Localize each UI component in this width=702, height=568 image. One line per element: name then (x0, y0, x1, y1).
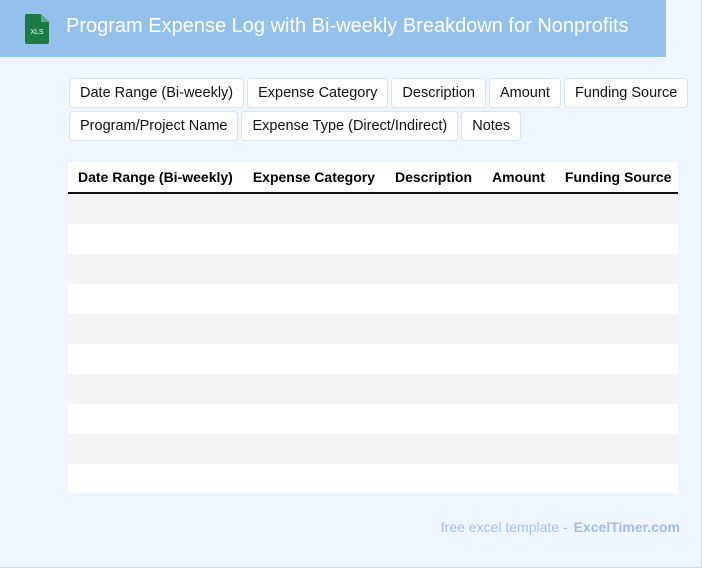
title-bar: XLS Program Expense Log with Bi-weekly B… (0, 0, 666, 57)
table-cell[interactable] (242, 224, 385, 254)
expense-table[interactable]: Date Range (Bi-weekly) Expense Category De… (68, 162, 678, 493)
column-tag[interactable]: Description (391, 78, 486, 108)
table-row (68, 344, 678, 374)
table-cell[interactable] (554, 404, 678, 434)
table-cell[interactable] (482, 314, 555, 344)
table-cell[interactable] (68, 374, 243, 404)
table-cell[interactable] (68, 314, 243, 344)
column-tag[interactable]: Funding Source (563, 78, 689, 108)
table-row (68, 464, 678, 493)
table-cell[interactable] (242, 284, 385, 314)
table-row (68, 434, 678, 464)
table-row (68, 314, 678, 344)
svg-text:XLS: XLS (30, 29, 44, 36)
table-cell[interactable] (385, 254, 483, 284)
table-cell[interactable] (68, 254, 243, 284)
table-cell[interactable] (482, 254, 555, 284)
table-cell[interactable] (482, 464, 555, 493)
column-tag[interactable]: Program/Project Name (69, 111, 239, 141)
footer: free excel template - ExcelTimer.com (441, 519, 680, 535)
column-header[interactable]: Expense Category (242, 162, 385, 194)
column-tag[interactable]: Date Range (Bi-weekly) (69, 78, 245, 108)
table-cell[interactable] (68, 224, 243, 254)
table-cell[interactable] (242, 193, 385, 224)
table-cell[interactable] (385, 224, 483, 254)
column-header[interactable]: Description (385, 162, 483, 194)
table-row (68, 374, 678, 404)
table-row (68, 404, 678, 434)
table-cell[interactable] (554, 284, 678, 314)
table-cell[interactable] (242, 344, 385, 374)
column-tags: Date Range (Bi-weekly) Expense Category De… (69, 78, 699, 141)
table-cell[interactable] (385, 193, 483, 224)
column-tag[interactable]: Notes (461, 111, 522, 141)
table-cell[interactable] (385, 284, 483, 314)
column-header[interactable]: Amount (482, 162, 555, 194)
xls-file-icon: XLS (25, 14, 49, 44)
table-cell[interactable] (482, 284, 555, 314)
table-cell[interactable] (242, 404, 385, 434)
table-cell[interactable] (385, 404, 483, 434)
column-tag[interactable]: Expense Category (247, 78, 389, 108)
table-cell[interactable] (385, 374, 483, 404)
table-cell[interactable] (385, 434, 483, 464)
table-cell[interactable] (385, 344, 483, 374)
column-header[interactable]: Date Range (Bi-weekly) (68, 162, 243, 194)
footer-text: free excel template - (440, 519, 568, 535)
table-cell[interactable] (554, 464, 678, 493)
table-cell[interactable] (554, 344, 678, 374)
table-cell[interactable] (554, 314, 678, 344)
table-cell[interactable] (482, 344, 555, 374)
table-cell[interactable] (482, 434, 555, 464)
table-cell[interactable] (385, 464, 483, 493)
column-tag[interactable]: Amount (488, 78, 561, 108)
table-cell[interactable] (242, 314, 385, 344)
table-cell[interactable] (554, 193, 678, 224)
table-cell[interactable] (482, 193, 555, 224)
table-cell[interactable] (482, 404, 555, 434)
table-cell[interactable] (554, 254, 678, 284)
column-header[interactable]: Funding Source (554, 162, 678, 194)
table-cell[interactable] (242, 254, 385, 284)
table-cell[interactable] (68, 193, 243, 224)
table-row (68, 254, 678, 284)
table-row (68, 224, 678, 254)
table-cell[interactable] (385, 314, 483, 344)
table-cell[interactable] (242, 434, 385, 464)
table-cell[interactable] (242, 464, 385, 493)
table-row (68, 284, 678, 314)
table-cell[interactable] (68, 404, 243, 434)
table-cell[interactable] (68, 434, 243, 464)
table-cell[interactable] (554, 224, 678, 254)
table-cell[interactable] (554, 434, 678, 464)
table-cell[interactable] (68, 344, 243, 374)
brand-link[interactable]: ExcelTimer.com (573, 519, 680, 535)
table-cell[interactable] (68, 464, 243, 493)
table-cell[interactable] (242, 374, 385, 404)
page-title: Program Expense Log with Bi-weekly Break… (66, 15, 629, 37)
table-row (68, 193, 678, 224)
table-cell[interactable] (68, 284, 243, 314)
column-tag[interactable]: Expense Type (Direct/Indirect) (241, 111, 459, 141)
table-header-row: Date Range (Bi-weekly) Expense Category De… (68, 162, 678, 194)
table-cell[interactable] (554, 374, 678, 404)
table-cell[interactable] (482, 374, 555, 404)
table-cell[interactable] (482, 224, 555, 254)
